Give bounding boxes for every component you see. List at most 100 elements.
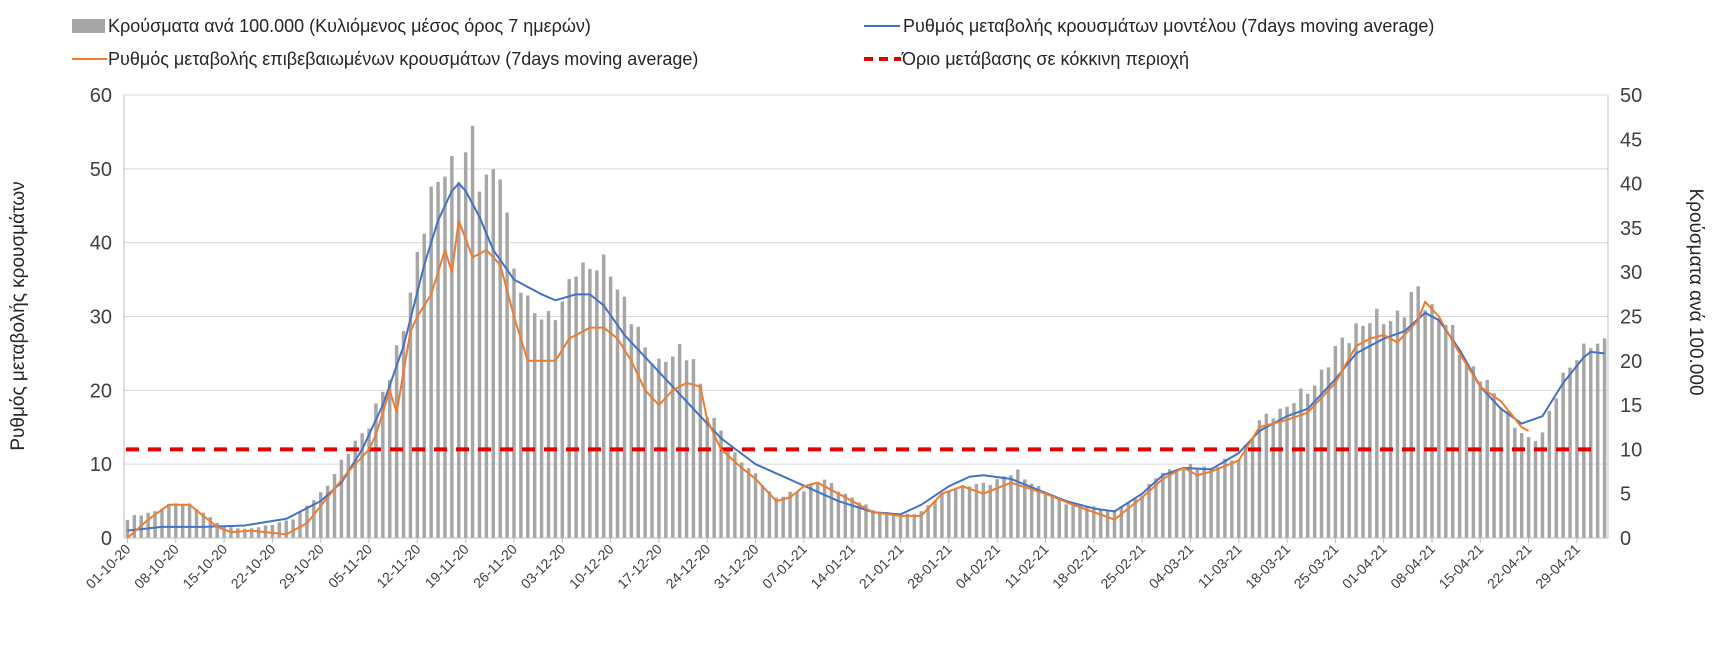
bar <box>1582 343 1586 538</box>
x-tick-label: 03-12-20 <box>517 541 568 592</box>
bar <box>312 500 316 538</box>
x-tick-label: 21-01-21 <box>856 541 907 592</box>
legend-label-threshold: Όριο μετάβασης σε κόκκινη περιοχή <box>901 49 1189 69</box>
y-tick-label-right: 20 <box>1620 351 1642 373</box>
x-tick-label: 05-11-20 <box>325 541 375 591</box>
bar <box>1098 509 1103 538</box>
bar <box>643 347 647 538</box>
bar <box>484 174 489 538</box>
bar <box>367 428 371 538</box>
bar <box>153 511 157 538</box>
bar <box>470 125 475 539</box>
bar <box>940 493 944 538</box>
y-tick-label-left: 40 <box>90 233 112 255</box>
bar <box>1257 420 1262 538</box>
bar <box>1105 510 1110 538</box>
x-tick-label: 11-03-21 <box>1195 541 1245 591</box>
y-tick-label-right: 15 <box>1620 395 1642 417</box>
bar <box>1464 363 1469 538</box>
bar <box>726 446 730 538</box>
bar <box>1174 472 1179 538</box>
x-tick-label: 19-11-20 <box>422 541 472 591</box>
y-tick-label-right: 10 <box>1620 439 1642 461</box>
bar <box>325 485 330 538</box>
bar <box>1237 460 1241 538</box>
bar <box>1112 510 1117 538</box>
bar <box>1216 467 1220 538</box>
bar <box>615 289 620 538</box>
bar <box>1181 467 1186 538</box>
bar <box>539 319 544 538</box>
bar <box>477 191 482 538</box>
bar <box>1057 499 1061 538</box>
bar <box>988 484 992 538</box>
bar <box>1409 292 1414 538</box>
bar <box>1575 360 1579 538</box>
bar <box>1036 485 1041 538</box>
bar <box>746 468 751 538</box>
bar <box>1402 317 1407 538</box>
bar <box>298 511 302 538</box>
legend-item-bars: Κρούσματα ανά 100.000 (Κυλιόμενος μέσος … <box>72 16 591 36</box>
legend-item-model: Ρυθμός μεταβολής κρουσμάτων μοντέλου (7d… <box>864 16 1434 36</box>
bar <box>705 417 709 538</box>
legend-item-threshold: Όριο μετάβασης σε κόκκινη περιοχή <box>864 49 1189 69</box>
x-tick-label: 31-12-20 <box>711 541 762 592</box>
bar <box>519 292 523 538</box>
bar <box>339 459 344 538</box>
bar <box>671 356 675 538</box>
bar <box>843 493 848 538</box>
bar <box>974 483 979 538</box>
bar <box>829 482 834 538</box>
x-tick-label: 25-02-21 <box>1097 541 1148 592</box>
bar <box>981 482 986 538</box>
bar <box>774 497 778 538</box>
bar <box>332 474 337 538</box>
bar <box>284 520 288 538</box>
bar <box>1340 337 1344 538</box>
bar <box>960 485 965 538</box>
bar <box>1444 324 1448 538</box>
bar <box>884 511 889 538</box>
bar <box>1519 433 1524 538</box>
bar <box>1450 324 1455 538</box>
bar <box>912 514 917 538</box>
bar <box>1023 479 1027 538</box>
x-tick-label: 11-02-21 <box>1001 541 1051 591</box>
x-tick-label: 22-10-20 <box>228 541 279 592</box>
bar <box>1292 403 1296 538</box>
bar <box>374 403 378 538</box>
bar <box>1188 463 1193 538</box>
bar <box>954 489 958 538</box>
bar <box>146 512 150 538</box>
x-tick-label: 07-01-21 <box>759 541 810 592</box>
bar <box>567 279 571 538</box>
bar <box>526 295 530 538</box>
y-tick-label-right: 30 <box>1620 262 1642 284</box>
bar <box>560 301 565 538</box>
bar <box>1430 304 1434 538</box>
legend-label-model: Ρυθμός μεταβολής κρουσμάτων μοντέλου (7d… <box>903 16 1434 36</box>
x-tick-label: 29-04-21 <box>1532 541 1583 592</box>
x-tick-label: 10-12-20 <box>566 541 617 592</box>
bar <box>760 485 765 538</box>
bar <box>1492 393 1496 538</box>
bar <box>1271 418 1275 538</box>
x-tick-label: 01-04-21 <box>1339 541 1390 592</box>
bar <box>1513 427 1517 538</box>
bar <box>1388 321 1393 538</box>
bar <box>436 181 440 538</box>
y-ticks-right: 0 5 10 15 20 25 30 35 40 45 50 <box>1620 85 1642 550</box>
bar <box>1423 310 1427 538</box>
bar <box>1154 478 1158 538</box>
bar <box>1306 393 1310 538</box>
bar <box>422 233 426 538</box>
y-tick-label-right: 40 <box>1620 174 1642 196</box>
bar <box>1595 343 1600 538</box>
bar <box>1195 469 1200 538</box>
bar <box>505 212 509 538</box>
bar <box>1029 483 1034 538</box>
bar <box>532 313 537 538</box>
bar <box>277 522 282 538</box>
